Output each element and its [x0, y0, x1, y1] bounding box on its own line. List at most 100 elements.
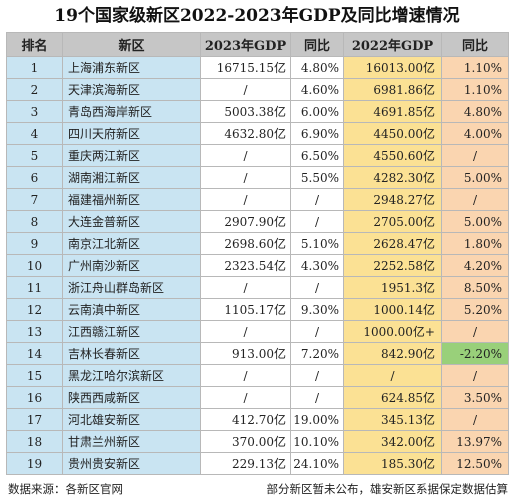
cell-rank: 15: [6, 364, 63, 387]
cell-gdp-2023: 412.70亿: [200, 408, 291, 431]
cell-rank: 17: [6, 408, 63, 431]
table-row: 16 陕西西咸新区 //624.85亿 3.50%: [6, 386, 509, 409]
cell-rank: 11: [6, 276, 63, 299]
cell-district: 陕西西咸新区: [62, 386, 201, 409]
cell-rank: 4: [6, 122, 63, 145]
cell-yoy-2022: 1.10%: [441, 78, 509, 101]
table-row: 3 青岛西海岸新区 5003.38亿 6.00% 4691.85亿 4.80%: [6, 100, 509, 123]
cell-yoy-2022: 4.00%: [441, 122, 509, 145]
cell-gdp-2022: 345.13亿: [343, 408, 442, 431]
cell-district: 云南滇中新区: [62, 298, 201, 321]
cell-gdp-2022: 624.85亿: [343, 386, 442, 409]
table-row: 15 黑龙江哈尔滨新区 / / / /: [6, 364, 509, 387]
cell-gdp-2023: /: [200, 386, 291, 409]
cell-rank: 6: [6, 166, 63, 189]
cell-yoy-2023: 24.10%: [290, 452, 344, 475]
cell-rank: 12: [6, 298, 63, 321]
cell-rank: 14: [6, 342, 63, 365]
header-gdp-2022: 2022年GDP: [343, 32, 442, 57]
table-row: 11 浙江舟山群岛新区 //1951.3亿 8.50%: [6, 276, 509, 299]
cell-district: 上海浦东新区: [62, 56, 201, 79]
cell-gdp-2022: /: [343, 364, 442, 387]
table-row: 18 甘肃兰州新区 370.00亿 10.10% 342.00亿 13.97%: [6, 430, 509, 453]
cell-district: 大连金普新区: [62, 210, 201, 233]
cell-gdp-2023: /: [200, 320, 291, 343]
table-row: 2 天津滨海新区/4.60% 6981.86亿 1.10%: [6, 78, 509, 101]
cell-yoy-2023: 7.20%: [290, 342, 344, 365]
cell-yoy-2023: /: [290, 276, 344, 299]
cell-rank: 18: [6, 430, 63, 453]
cell-district: 贵州贵安新区: [62, 452, 201, 475]
cell-yoy-2023: 6.50%: [290, 144, 344, 167]
cell-district: 青岛西海岸新区: [62, 100, 201, 123]
cell-yoy-2022: /: [441, 364, 509, 387]
cell-yoy-2023: 9.30%: [290, 298, 344, 321]
cell-gdp-2023: 913.00亿: [200, 342, 291, 365]
cell-yoy-2022: 5.00%: [441, 166, 509, 189]
cell-gdp-2022: 4550.60亿: [343, 144, 442, 167]
cell-district: 吉林长春新区: [62, 342, 201, 365]
cell-yoy-2022: /: [441, 408, 509, 431]
header-yoy-2022: 同比: [441, 32, 509, 57]
cell-yoy-2023: /: [290, 364, 344, 387]
cell-yoy-2023: 6.00%: [290, 100, 344, 123]
cell-yoy-2023: 4.30%: [290, 254, 344, 277]
cell-gdp-2022: 1000.00亿+: [343, 320, 442, 343]
cell-district: 四川天府新区: [62, 122, 201, 145]
cell-gdp-2022: 2705.00亿: [343, 210, 442, 233]
cell-gdp-2023: /: [200, 78, 291, 101]
cell-yoy-2022: 5.20%: [441, 298, 509, 321]
cell-district: 天津滨海新区: [62, 78, 201, 101]
cell-yoy-2022: 3.50%: [441, 386, 509, 409]
table-row: 7 福建福州新区 //2948.27亿 /: [6, 188, 509, 211]
table-row: 9 南京江北新区 2698.60亿 5.10% 2628.47亿 1.80%: [6, 232, 509, 255]
cell-yoy-2022: -2.20%: [441, 342, 509, 365]
cell-gdp-2022: 2948.27亿: [343, 188, 442, 211]
header-gdp-2023: 2023年GDP: [200, 32, 291, 57]
cell-gdp-2022: 4450.00亿: [343, 122, 442, 145]
cell-gdp-2022: 2628.47亿: [343, 232, 442, 255]
cell-yoy-2022: 1.80%: [441, 232, 509, 255]
cell-yoy-2022: 13.97%: [441, 430, 509, 453]
cell-yoy-2022: 12.50%: [441, 452, 509, 475]
cell-rank: 8: [6, 210, 63, 233]
cell-rank: 19: [6, 452, 63, 475]
cell-district: 湖南湘江新区: [62, 166, 201, 189]
table-row: 19 贵州贵安新区 229.13亿 24.10% 185.30亿 12.50%: [6, 452, 509, 475]
cell-gdp-2022: 4282.30亿: [343, 166, 442, 189]
cell-gdp-2023: 2323.54亿: [200, 254, 291, 277]
cell-gdp-2023: /: [200, 144, 291, 167]
cell-district: 重庆两江新区: [62, 144, 201, 167]
footer: 数据来源：各新区官网 部分新区暂未公布，雄安新区系据保定数据估算: [8, 480, 508, 498]
cell-yoy-2023: 4.60%: [290, 78, 344, 101]
cell-gdp-2022: 1951.3亿: [343, 276, 442, 299]
table-row: 14 吉林长春新区 913.00亿 7.20% 842.90亿 -2.20%: [6, 342, 509, 365]
cell-district: 甘肃兰州新区: [62, 430, 201, 453]
table-row: 8 大连金普新区 2907.90亿/2705.00亿 5.00%: [6, 210, 509, 233]
cell-yoy-2023: 4.80%: [290, 56, 344, 79]
cell-district: 浙江舟山群岛新区: [62, 276, 201, 299]
table-row: 1 上海浦东新区 16715.15亿 4.80% 16013.00亿 1.10%: [6, 56, 509, 79]
cell-gdp-2023: /: [200, 276, 291, 299]
cell-gdp-2023: 2907.90亿: [200, 210, 291, 233]
table-header-row: 排名 新区 2023年GDP 同比 2022年GDP 同比: [6, 32, 509, 57]
cell-gdp-2023: /: [200, 166, 291, 189]
cell-yoy-2023: 10.10%: [290, 430, 344, 453]
cell-gdp-2023: 16715.15亿: [200, 56, 291, 79]
cell-yoy-2022: 5.00%: [441, 210, 509, 233]
table-row: 4 四川天府新区 4632.80亿 6.90% 4450.00亿 4.00%: [6, 122, 509, 145]
gdp-table: 排名 新区 2023年GDP 同比 2022年GDP 同比 1 上海浦东新区 167…: [6, 32, 509, 475]
footnote: 部分新区暂未公布，雄安新区系据保定数据估算: [266, 482, 509, 496]
cell-district: 广州南沙新区: [62, 254, 201, 277]
table-row: 10 广州南沙新区 2323.54亿 4.30% 2252.58亿 4.20%: [6, 254, 509, 277]
header-district: 新区: [62, 32, 201, 57]
cell-gdp-2022: 6981.86亿: [343, 78, 442, 101]
cell-yoy-2023: /: [290, 188, 344, 211]
cell-rank: 9: [6, 232, 63, 255]
cell-yoy-2022: 4.20%: [441, 254, 509, 277]
cell-gdp-2023: /: [200, 364, 291, 387]
cell-yoy-2023: 5.10%: [290, 232, 344, 255]
cell-gdp-2022: 342.00亿: [343, 430, 442, 453]
cell-gdp-2023: /: [200, 188, 291, 211]
cell-gdp-2023: 1105.17亿: [200, 298, 291, 321]
